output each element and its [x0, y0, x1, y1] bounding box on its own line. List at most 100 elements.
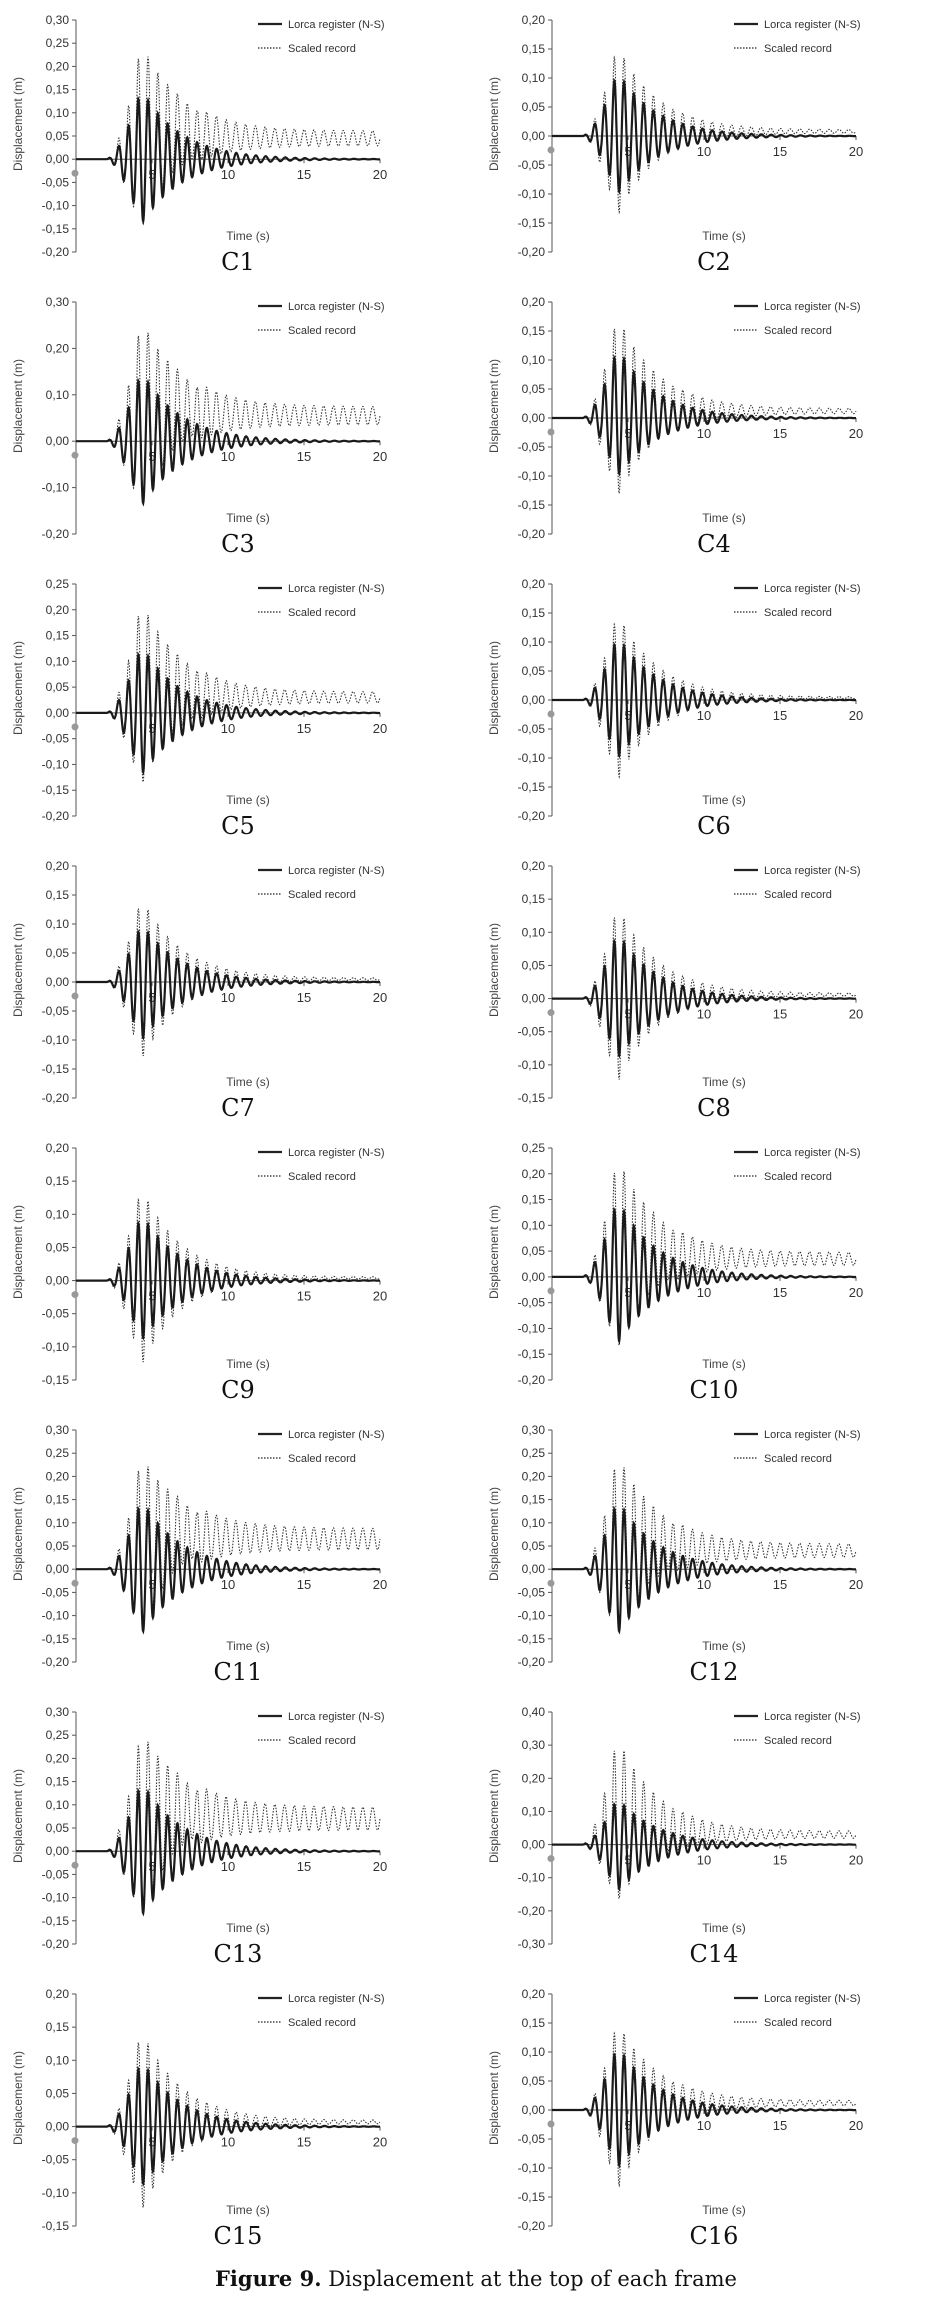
- y-tick-label: -0,10: [42, 1609, 70, 1623]
- legend-label: Scaled record: [288, 607, 356, 619]
- y-tick-label: 0,00: [46, 975, 70, 989]
- y-tick-label: -0,15: [42, 1062, 70, 1076]
- x-tick-label: 15: [773, 1853, 787, 1868]
- y-tick-label: -0,15: [518, 1091, 546, 1105]
- y-tick-label: -0,15: [518, 498, 546, 512]
- legend-label: Scaled record: [288, 889, 356, 901]
- chart-panel-c14: 0,40 0,30 0,20 0,10 0,00 -0,10 -0,20 -0,30 5 10 15…: [476, 1692, 952, 1968]
- y-axis-label: Displacement (m): [487, 2051, 501, 2145]
- y-axis-label: Displacement (m): [11, 77, 25, 171]
- y-tick-label: -0,10: [518, 1058, 546, 1072]
- y-tick-label: 0,10: [46, 1516, 70, 1530]
- series-line-scaled: [552, 917, 857, 1080]
- x-tick-label: 15: [297, 1577, 311, 1592]
- series-line-lorca: [76, 377, 380, 507]
- chart-panel-c3: 0,30 0,20 0,10 0,00 -0,10 -0,20 5 10 15 20 Displac…: [0, 282, 476, 558]
- y-tick-label: 0,10: [522, 1516, 546, 1530]
- x-axis-label: Time (s): [226, 1357, 270, 1371]
- y-tick-label: 0,20: [522, 13, 546, 27]
- series-line-lorca: [552, 77, 856, 195]
- panel-label: C10: [689, 1376, 739, 1404]
- origin-marker: [71, 451, 79, 459]
- y-tick-label: 0,15: [46, 2020, 70, 2034]
- y-tick-label: -0,15: [42, 1914, 70, 1928]
- y-tick-label: 0,15: [522, 2016, 546, 2030]
- origin-marker: [547, 1579, 555, 1587]
- x-tick-label: 20: [849, 1853, 863, 1868]
- y-tick-label: 0,00: [46, 706, 70, 720]
- y-tick-label: 0,00: [522, 1838, 546, 1852]
- legend-label: Lorca register (N-S): [764, 19, 861, 31]
- x-tick-label: 15: [773, 1007, 787, 1022]
- origin-marker: [71, 1579, 79, 1587]
- y-tick-label: -0,20: [42, 1655, 70, 1669]
- y-tick-label: 0,25: [522, 1141, 546, 1155]
- legend-label: Lorca register (N-S): [288, 1429, 385, 1441]
- x-tick-label: 15: [773, 144, 787, 159]
- legend-label: Scaled record: [288, 43, 356, 55]
- x-tick-label: 20: [373, 2135, 387, 2150]
- y-tick-label: -0,05: [518, 722, 546, 736]
- y-tick-label: 0,25: [46, 36, 70, 50]
- x-axis-label: Time (s): [702, 511, 746, 525]
- y-tick-label: 0,00: [522, 1562, 546, 1576]
- y-tick-label: -0,30: [518, 1937, 546, 1951]
- x-tick-label: 10: [697, 1577, 711, 1592]
- y-tick-label: 0,05: [522, 382, 546, 396]
- series-line-scaled: [76, 56, 381, 226]
- legend-label: Lorca register (N-S): [288, 301, 385, 313]
- figure-caption: Figure 9. Displacement at the top of eac…: [0, 2266, 952, 2291]
- panel-label: C14: [689, 1940, 739, 1968]
- x-tick-label: 15: [773, 1577, 787, 1592]
- y-axis-label: Displacement (m): [487, 77, 501, 171]
- y-tick-label: 0,20: [522, 1771, 546, 1785]
- origin-marker: [71, 1861, 79, 1869]
- chart-panel-c16: 0,20 0,15 0,10 0,05 0,00 -0,05 -0,10 -0,15 -0,20…: [476, 1974, 952, 2250]
- y-tick-label: -0,05: [42, 1004, 70, 1018]
- chart-svg: 0,20 0,15 0,10 0,05 0,00 -0,05 -0,10 -0,15 -0,20…: [487, 295, 863, 541]
- chart-panel-c15: 0,20 0,15 0,10 0,05 0,00 -0,05 -0,10 -0,15 5 10 15…: [0, 1974, 476, 2250]
- chart-svg: 0,20 0,15 0,10 0,05 0,00 -0,05 -0,10 -0,15 -0,20…: [487, 577, 863, 823]
- series-line-lorca: [552, 1802, 857, 1892]
- y-tick-label: -0,20: [42, 245, 70, 259]
- x-axis-label: Time (s): [226, 793, 270, 807]
- y-tick-label: 0,10: [46, 917, 70, 931]
- x-tick-label: 10: [221, 990, 235, 1005]
- y-tick-label: 0,30: [46, 1423, 70, 1437]
- x-tick-label: 15: [297, 1859, 311, 1874]
- y-axis-label: Displacement (m): [487, 1205, 501, 1299]
- series-line-lorca: [76, 651, 380, 776]
- y-tick-label: 0,20: [46, 341, 70, 355]
- series-line-scaled: [552, 1467, 857, 1635]
- x-tick-label: 15: [773, 1285, 787, 1300]
- y-tick-label: -0,20: [42, 1091, 70, 1105]
- y-tick-label: -0,15: [518, 2190, 546, 2204]
- y-tick-label: -0,05: [42, 175, 70, 189]
- y-tick-label: 0,20: [46, 859, 70, 873]
- y-tick-label: 0,20: [522, 1987, 546, 2001]
- y-tick-label: 0,00: [46, 1562, 70, 1576]
- legend-label: Lorca register (N-S): [764, 1993, 861, 2005]
- y-tick-label: -0,15: [518, 1632, 546, 1646]
- caption-label: Figure 9.: [215, 2266, 322, 2291]
- x-tick-label: 15: [773, 426, 787, 441]
- series-line-scaled: [552, 328, 857, 496]
- panel-label: C5: [221, 812, 255, 840]
- y-tick-label: 0,00: [46, 2120, 70, 2134]
- x-tick-label: 10: [697, 2118, 711, 2133]
- x-tick-label: 10: [221, 1289, 235, 1304]
- y-axis-label: Displacement (m): [11, 923, 25, 1017]
- y-tick-label: 0,20: [46, 1751, 70, 1765]
- x-tick-label: 10: [697, 1007, 711, 1022]
- y-tick-label: 0,00: [46, 152, 70, 166]
- y-tick-label: 0,05: [46, 2086, 70, 2100]
- y-tick-label: 0,20: [46, 603, 70, 617]
- x-tick-label: 20: [373, 1577, 387, 1592]
- y-tick-label: 0,10: [522, 635, 546, 649]
- x-axis-label: Time (s): [226, 1075, 270, 1089]
- legend-label: Lorca register (N-S): [288, 865, 385, 877]
- y-tick-label: -0,15: [518, 1347, 546, 1361]
- panel-label: C7: [221, 1094, 255, 1122]
- y-tick-label: 0,05: [46, 1821, 70, 1835]
- y-axis-label: Displacement (m): [487, 359, 501, 453]
